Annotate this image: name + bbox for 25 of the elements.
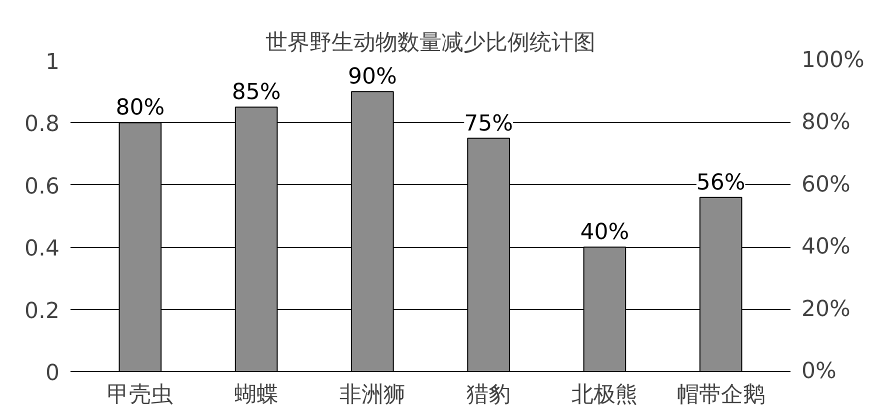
x-tick-label: 猎豹 [466, 382, 511, 408]
y2-tick-label: 40% [802, 234, 850, 260]
data-label: 40% [580, 220, 630, 246]
y-tick-label: 0.4 [24, 236, 60, 262]
data-label: 56% [696, 170, 746, 196]
y2-tick-label: 0% [802, 359, 836, 384]
chart-title: 世界野生动物数量减少比例统计图 [266, 30, 596, 56]
y-tick-label: 0 [46, 361, 60, 386]
x-tick-label: 北极熊 [572, 382, 638, 408]
data-label: 85% [232, 80, 281, 106]
data-label: 90% [348, 64, 397, 90]
x-tick-label: 甲壳虫 [107, 382, 174, 408]
y-tick-label: 0.2 [24, 298, 60, 324]
data-label: 80% [116, 96, 165, 121]
x-tick-label: 非洲狮 [339, 382, 406, 408]
y2-tick-label: 100% [802, 48, 864, 73]
x-tick-label: 蝴蝶 [234, 382, 278, 408]
y-tick-label: 0.8 [24, 112, 60, 138]
x-tick-label: 帽带企鹅 [676, 382, 765, 408]
y2-tick-label: 60% [802, 172, 850, 198]
y-tick-label: 0.6 [24, 174, 60, 200]
data-label: 75% [464, 111, 514, 136]
y2-tick-label: 20% [802, 296, 850, 322]
y2-tick-label: 80% [802, 110, 850, 136]
y-tick-label: 1 [46, 50, 60, 75]
